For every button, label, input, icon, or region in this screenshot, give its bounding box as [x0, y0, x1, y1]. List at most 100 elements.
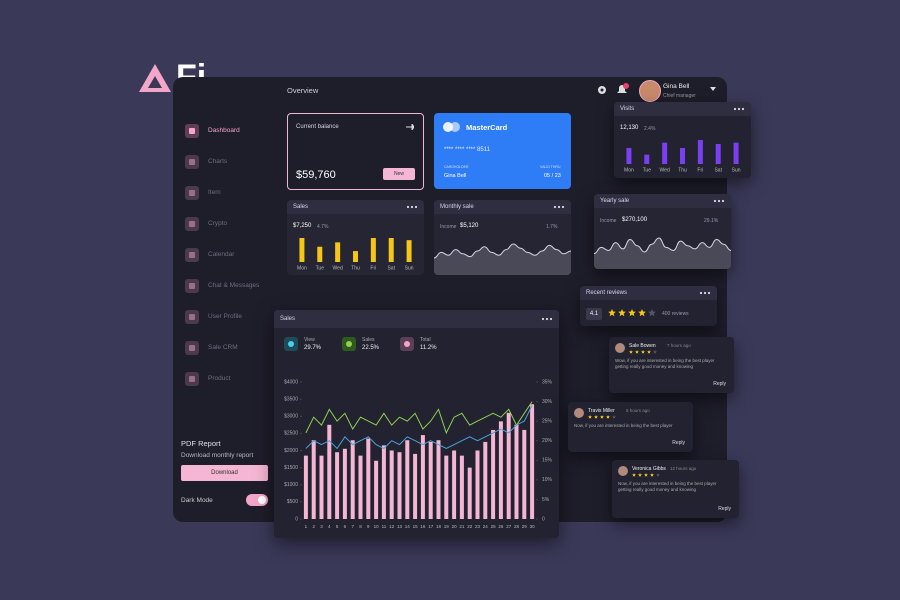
- x-tick-label: 6: [344, 524, 347, 529]
- bar: [467, 467, 472, 519]
- bar: [381, 445, 386, 519]
- sidebar-item[interactable]: Charts: [208, 158, 228, 165]
- sidebar-icon-inner: [189, 345, 195, 351]
- sidebar-item[interactable]: Calendar: [208, 251, 235, 258]
- chart-title: Sales: [280, 316, 296, 322]
- x-tick-label: Mon: [624, 167, 634, 173]
- y2-tick-label: 20%: [542, 438, 553, 444]
- sidebar-item[interactable]: Sale CRM: [208, 344, 238, 351]
- dark-mode-toggle[interactable]: [246, 494, 268, 506]
- user-name: Gina Bell: [663, 83, 690, 90]
- bar: [491, 429, 496, 519]
- user-avatar[interactable]: [639, 80, 661, 102]
- amount: $5,120: [460, 223, 479, 229]
- line: [305, 401, 533, 435]
- bar: [342, 448, 347, 519]
- y-tick-label: $2000: [284, 448, 298, 454]
- review-time: 5 hours ago: [626, 408, 650, 413]
- y2-tick-label: 25%: [542, 418, 553, 424]
- card-title: Sales: [293, 204, 309, 210]
- stat-label: View: [304, 337, 315, 343]
- review-avatar: [615, 343, 625, 353]
- bar: [405, 440, 410, 519]
- sidebar-item[interactable]: Chat & Messages: [208, 282, 260, 289]
- sidebar-item[interactable]: Dashboard: [208, 127, 240, 134]
- reply-button[interactable]: Reply: [713, 381, 726, 387]
- bar: [626, 148, 632, 164]
- more-menu[interactable]: [713, 199, 725, 203]
- star: [588, 415, 592, 419]
- review-avatar: [618, 466, 628, 476]
- stat-icon-inner: [288, 341, 294, 347]
- more-menu[interactable]: [406, 205, 418, 209]
- bar: [459, 455, 464, 519]
- bar: [444, 455, 449, 519]
- sidebar-item[interactable]: Crypto: [208, 220, 228, 227]
- user-menu-caret[interactable]: [709, 86, 717, 92]
- bar: [420, 435, 425, 519]
- reply-button[interactable]: Reply: [718, 506, 731, 512]
- amount: $7,250: [293, 223, 312, 229]
- review-stars: [632, 473, 660, 477]
- card-holder: Gina Bell: [444, 173, 467, 179]
- bar: [299, 238, 305, 262]
- more-menu[interactable]: [699, 291, 711, 295]
- stat-value: 29.7%: [304, 345, 322, 351]
- review-text: Now, if you are interested in being the …: [574, 423, 673, 428]
- more-menu[interactable]: [553, 205, 565, 209]
- bar: [311, 440, 316, 519]
- x-tick-label: 8: [359, 524, 362, 529]
- sidebar-icon-inner: [189, 221, 195, 227]
- card-valid-label: VALID THRU: [540, 165, 561, 169]
- bar: [389, 450, 394, 519]
- amount: 12,130: [620, 125, 639, 131]
- more-menu[interactable]: [733, 107, 745, 111]
- x-tick-label: 24: [483, 524, 489, 529]
- visits-card: Visits 12,130 2.4% Mon Tue Wed Thu Fri Sat Sun: [614, 102, 751, 178]
- review-time: 12 hours ago: [670, 466, 697, 471]
- x-tick-label: Wed: [333, 265, 343, 271]
- bar: [413, 453, 418, 519]
- x-tick-label: 18: [436, 524, 442, 529]
- card-title: Visits: [620, 106, 635, 112]
- header-title: Overview: [287, 86, 319, 95]
- sales-chart-card: Sales View 29.7% Sales 22.5% Total 11.2% 0 $50…: [274, 310, 559, 538]
- x-tick-label: 11: [382, 524, 387, 529]
- notification-icon[interactable]: [614, 82, 630, 96]
- area: [594, 238, 731, 269]
- download-button[interactable]: Download: [181, 465, 268, 481]
- bar: [353, 251, 358, 262]
- x-tick-label: 7: [351, 524, 354, 529]
- x-tick-label: Sun: [405, 265, 414, 271]
- sidebar-item[interactable]: Item: [208, 189, 221, 196]
- x-tick-label: 19: [444, 524, 450, 529]
- star: [618, 309, 626, 317]
- more-menu[interactable]: [541, 317, 553, 321]
- arrow-icon: [406, 124, 414, 130]
- x-tick-label: 30: [530, 524, 536, 529]
- y2-tick-label: 15%: [542, 458, 553, 464]
- star: [638, 309, 646, 317]
- star: [656, 473, 660, 477]
- bar: [662, 142, 668, 164]
- review-stars: [629, 350, 657, 354]
- new-button[interactable]: New: [383, 168, 415, 180]
- x-tick-label: Tue: [316, 265, 325, 271]
- sidebar-item[interactable]: Product: [208, 375, 231, 382]
- reply-button[interactable]: Reply: [672, 440, 685, 446]
- y2-tick-label: 5%: [542, 497, 550, 503]
- logo-icon: [139, 64, 171, 92]
- review-stars: [588, 415, 616, 419]
- balance-amount: $59,760: [296, 169, 336, 181]
- star: [648, 309, 656, 317]
- sidebar-icon-inner: [189, 252, 195, 258]
- x-tick-label: 28: [514, 524, 520, 529]
- sidebar-item[interactable]: User Profile: [208, 313, 242, 320]
- review-time: 7 hours ago: [667, 343, 691, 348]
- recent-reviews-card: Recent reviews 4.1 400 reviews: [580, 286, 717, 326]
- balance-card: Current balance $59,760 New: [287, 113, 424, 190]
- x-tick-label: 2: [312, 524, 315, 529]
- yearly-sale-card: Yearly sale Income $270,100 29.1%: [594, 194, 731, 269]
- settings-icon[interactable]: [596, 84, 608, 96]
- x-tick-label: Fri: [370, 265, 376, 271]
